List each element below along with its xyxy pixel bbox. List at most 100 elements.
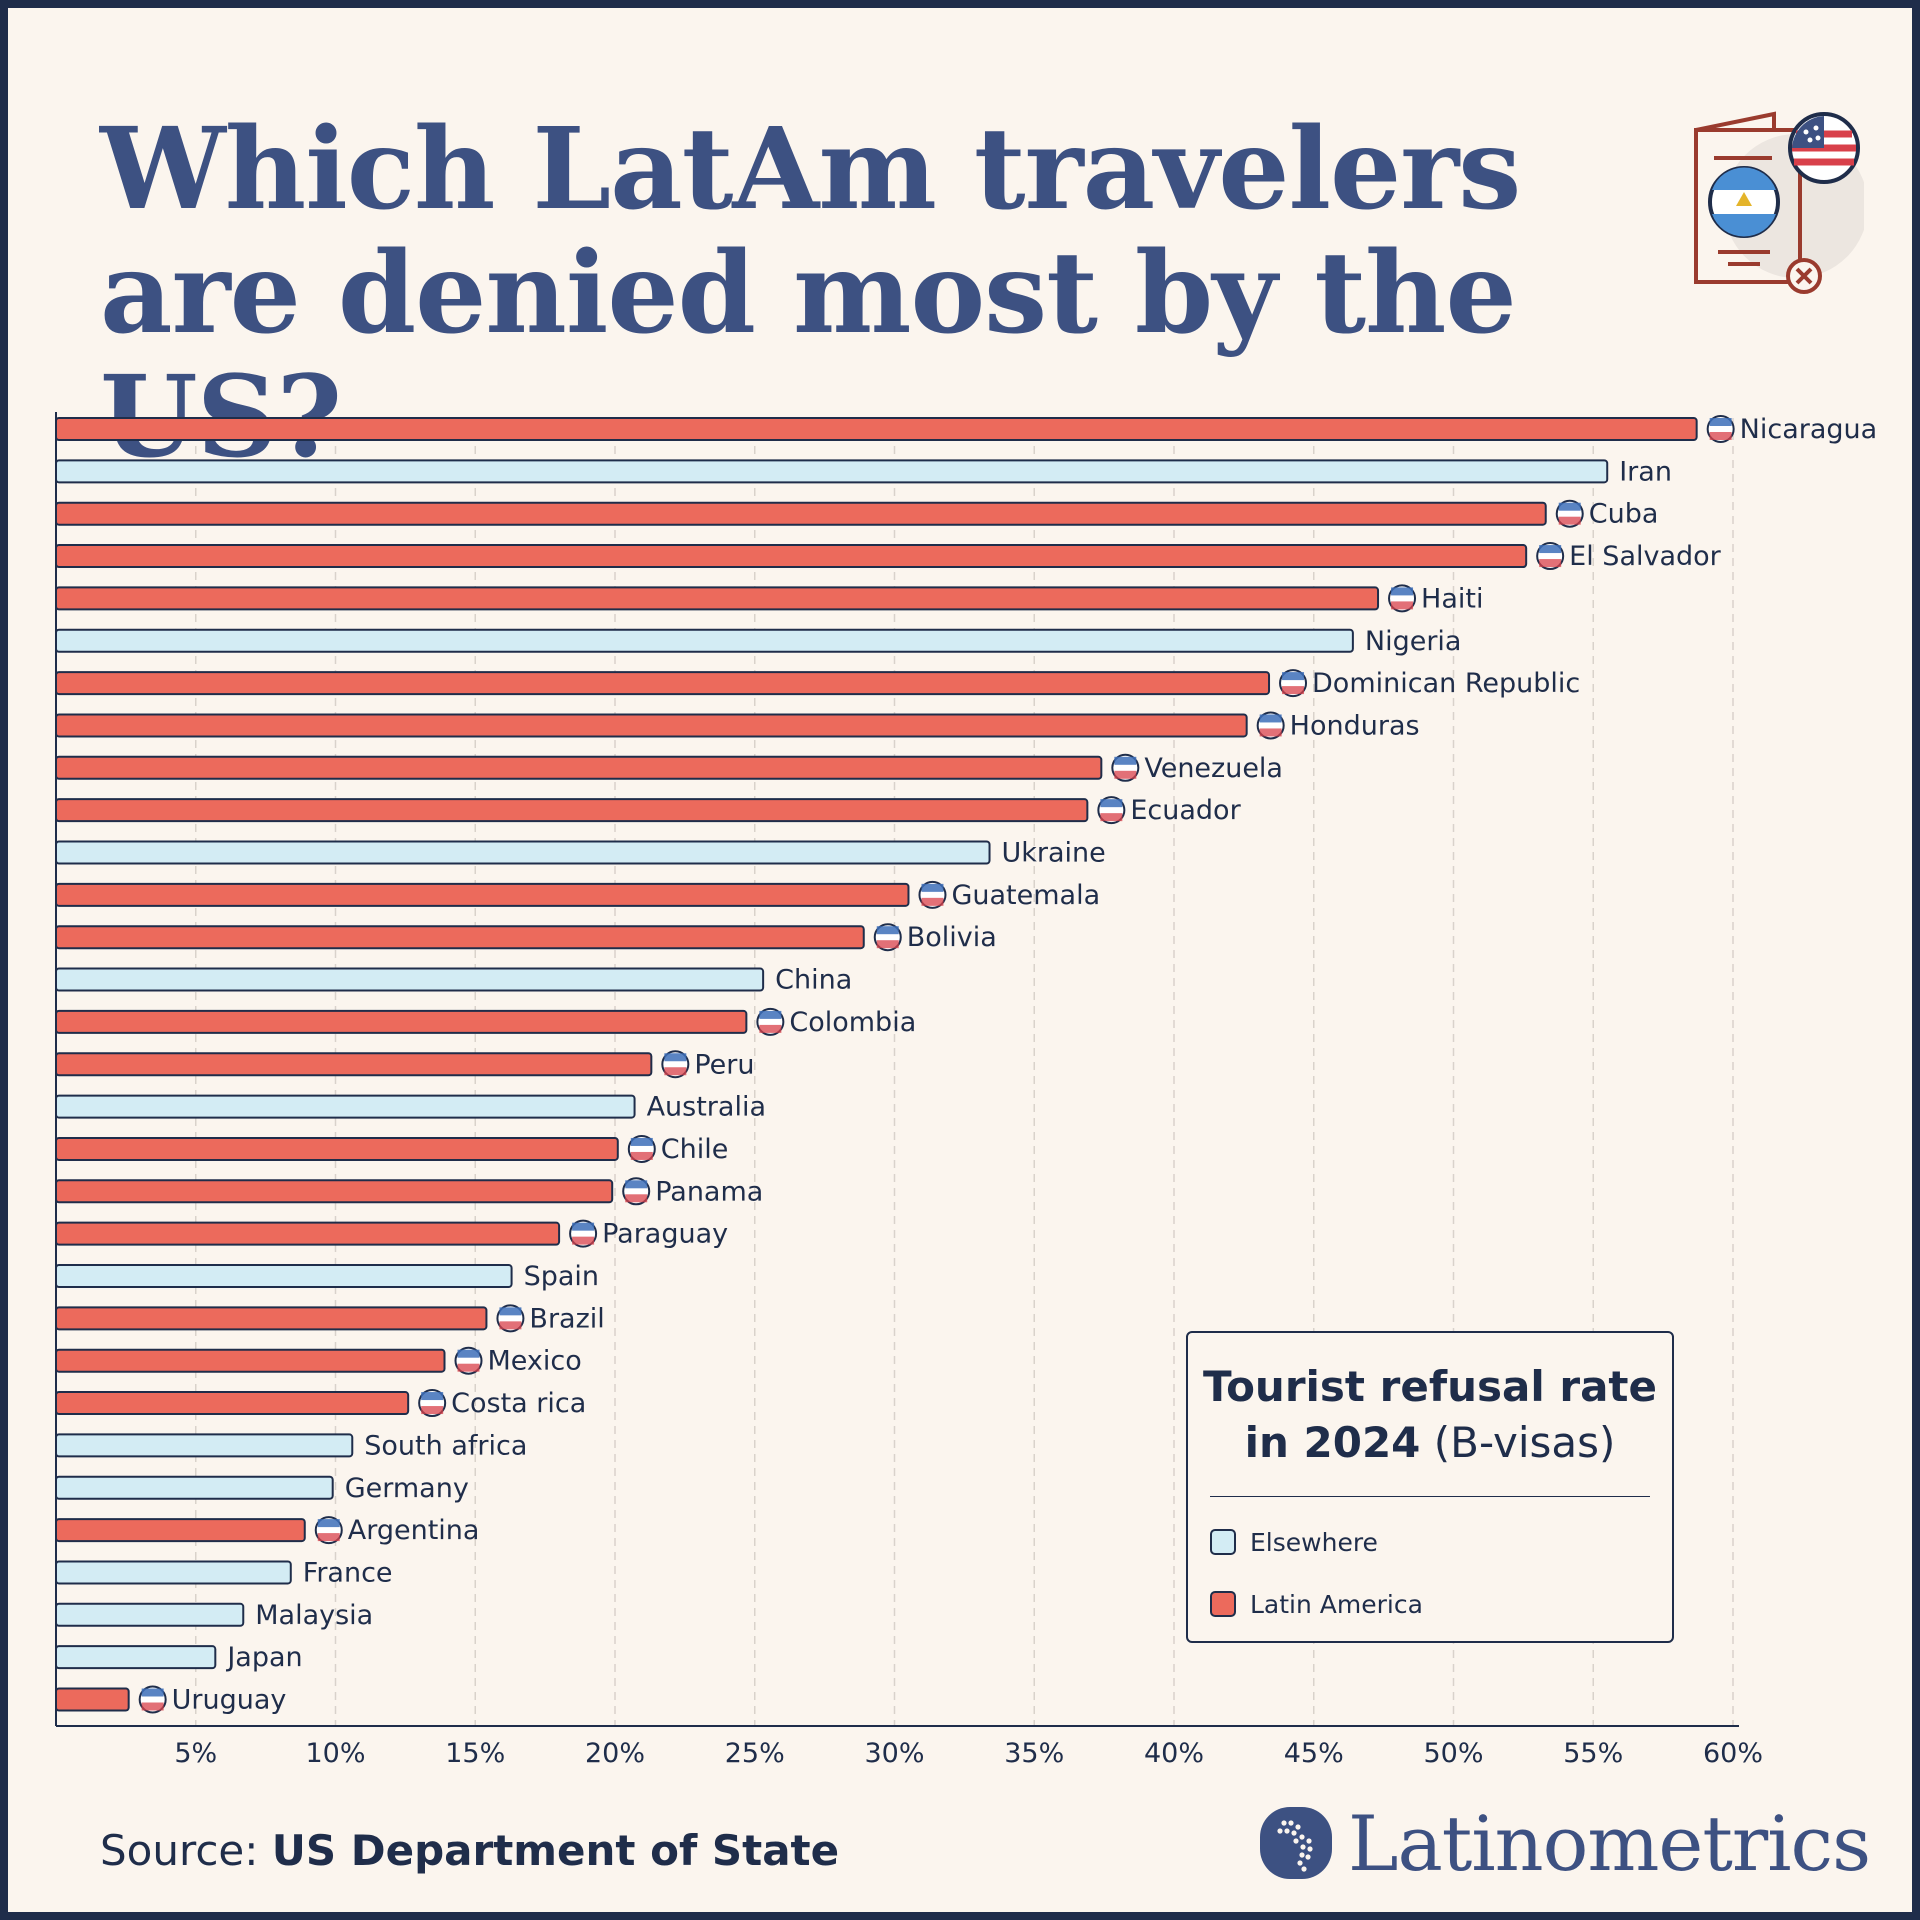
bar-row-argentina: Argentina (55, 1515, 480, 1546)
bar (55, 1475, 334, 1500)
flag-stripe (625, 1180, 648, 1189)
bar-label: Malaysia (255, 1600, 373, 1631)
bar-row-cuba: Cuba (55, 499, 1659, 530)
flag-stripe (664, 1067, 687, 1076)
ecuador-flag-icon (1097, 796, 1126, 825)
bar-label: Ecuador (1130, 795, 1241, 826)
bar (55, 1391, 410, 1416)
flag-stripe (317, 1519, 340, 1528)
bar-label: Iran (1619, 456, 1672, 487)
x-axis-ticks: 5% 10% 15% 20% 25% 30% 35% 40% 45% 50% 55% 60% (174, 1738, 1763, 1769)
legend-swatch-elsewhere (1210, 1529, 1236, 1555)
bar-label: China (775, 965, 852, 996)
cuba-flag-icon (1555, 499, 1584, 528)
bar (55, 544, 1528, 569)
bar-row-bolivia: Bolivia (55, 922, 997, 953)
bar (55, 967, 765, 992)
bar-chart: Nicaragua Iran Cuba El Salvador Haiti Nigeria… (55, 412, 1877, 1769)
flag-stripe (1709, 418, 1732, 426)
bar (55, 1221, 561, 1246)
bar-row-venezuela: Venezuela (55, 753, 1283, 784)
page-title: Which LatAm travelers are denied most by… (100, 104, 1521, 480)
legend-divider (1210, 1496, 1650, 1497)
bar-label: Germany (345, 1473, 469, 1504)
bar-row-dominican-republic: Dominican Republic (55, 668, 1580, 699)
bar (55, 1009, 748, 1034)
bar-label: Guatemala (951, 880, 1100, 911)
x-tick-label: 15% (445, 1738, 505, 1769)
x-tick-label: 25% (725, 1738, 785, 1769)
honduras-flag-icon (1256, 711, 1285, 740)
legend-item-elsewhere: Elsewhere (1210, 1526, 1378, 1558)
flag-stripe (664, 1053, 687, 1062)
bar-label: Argentina (348, 1515, 480, 1546)
bar-row-south-africa: South africa (55, 1430, 527, 1461)
flag-stripe (141, 1688, 164, 1697)
bar-row-paraguay: Paraguay (55, 1219, 728, 1250)
bar-row-costa-rica: Costa rica (55, 1388, 586, 1419)
flag-stripe (630, 1151, 653, 1160)
x-tick-label: 50% (1423, 1738, 1483, 1769)
bar-row-nicaragua: Nicaragua (55, 414, 1877, 445)
bar-row-chile: Chile (55, 1134, 729, 1165)
brazil-flag-icon (496, 1304, 525, 1333)
flag-stripe (1114, 770, 1137, 779)
bar-label: Honduras (1290, 710, 1420, 741)
flag-stripe (1539, 559, 1562, 568)
passport-denied-icon (1694, 111, 1864, 294)
flag-stripe (625, 1194, 648, 1203)
x-tick-label: 45% (1284, 1738, 1344, 1769)
bar (55, 1602, 245, 1627)
bar (55, 840, 991, 865)
bar-label: Cuba (1589, 499, 1659, 530)
bar-row-el-salvador: El Salvador (55, 541, 1722, 572)
bar-label: El Salvador (1569, 541, 1722, 572)
bar-label: Uruguay (172, 1685, 287, 1716)
x-tick-label: 60% (1703, 1738, 1763, 1769)
x-tick-label: 20% (585, 1738, 645, 1769)
flag-stripe (572, 1236, 595, 1245)
bar-label: Brazil (529, 1303, 604, 1334)
flag-stripe (317, 1533, 340, 1542)
flag-stripe (499, 1321, 522, 1330)
bar (55, 1645, 217, 1670)
bar (55, 1136, 619, 1161)
brand-name: Latinometrics (1348, 1798, 1871, 1888)
bar (55, 1306, 488, 1331)
bar (55, 671, 1271, 696)
bar-label: Peru (694, 1049, 754, 1080)
legend-label-elsewhere: Elsewhere (1250, 1527, 1378, 1557)
flag-stripe (499, 1307, 522, 1316)
bar-label: Australia (647, 1092, 766, 1123)
bar-row-colombia: Colombia (55, 1007, 916, 1038)
flag-stripe (457, 1349, 480, 1358)
bar (55, 882, 910, 907)
bar-label: Bolivia (907, 922, 997, 953)
costa-rica-flag-icon (418, 1389, 447, 1418)
bar-row-germany: Germany (55, 1473, 469, 1504)
bar-label: Ukraine (1002, 838, 1106, 869)
bar (55, 713, 1248, 738)
peru-flag-icon (661, 1050, 690, 1079)
bolivia-flag-icon (873, 923, 902, 952)
bar-label: Colombia (789, 1007, 916, 1038)
legend-label-latin-america: Latin America (1250, 1589, 1423, 1619)
uruguay-flag-icon (138, 1685, 167, 1714)
bar-label: Dominican Republic (1312, 668, 1580, 699)
bar-label: Chile (661, 1134, 729, 1165)
brand: Latinometrics (1258, 1798, 1871, 1888)
flag-stripe (1539, 545, 1562, 554)
flag-stripe (1259, 728, 1282, 737)
bar (55, 1264, 513, 1288)
x-tick-label: 5% (174, 1738, 217, 1769)
flag-stripe (1391, 601, 1414, 610)
bar-row-peru: Peru (55, 1049, 754, 1080)
bar (55, 628, 1354, 653)
mexico-flag-icon (454, 1346, 483, 1375)
dominican-republic-flag-icon (1279, 669, 1308, 698)
bar (55, 1433, 354, 1458)
bar-row-malaysia: Malaysia (55, 1600, 373, 1631)
flag-stripe (1558, 516, 1581, 525)
chile-flag-icon (627, 1134, 656, 1163)
bar (55, 798, 1089, 823)
